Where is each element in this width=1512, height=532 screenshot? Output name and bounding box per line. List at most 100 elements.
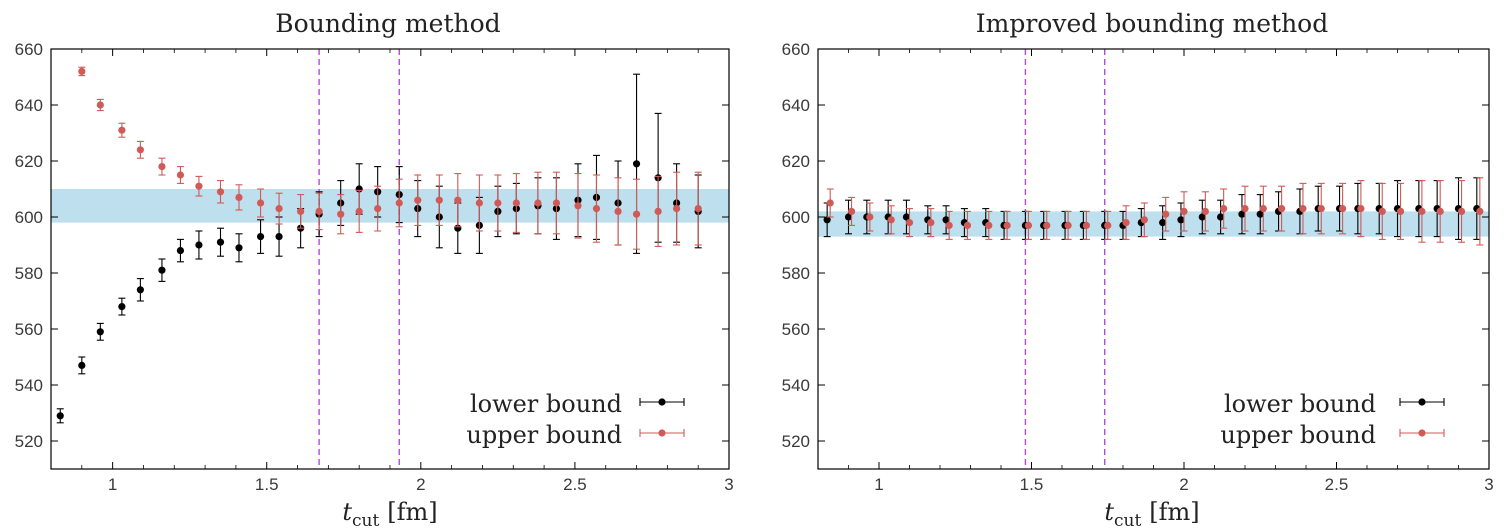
series-upper-bound xyxy=(826,177,1484,246)
data-point xyxy=(454,196,462,204)
y-tick-label: 640 xyxy=(15,96,43,115)
data-point xyxy=(1418,207,1426,215)
legend-key-marker xyxy=(658,398,666,406)
data-point xyxy=(275,233,283,241)
x-tick-label: 1.5 xyxy=(1020,475,1044,494)
data-point xyxy=(1064,221,1072,229)
data-point xyxy=(118,126,126,134)
legend-label-lower-bound: lower bound xyxy=(1224,390,1376,418)
legend-key-marker xyxy=(1418,429,1426,437)
y-tick-label: 540 xyxy=(15,376,43,395)
data-point xyxy=(118,303,126,311)
data-point xyxy=(1177,216,1185,224)
data-point xyxy=(176,247,185,255)
y-tick-label: 620 xyxy=(782,152,810,171)
data-point xyxy=(902,213,911,221)
data-point xyxy=(1082,221,1090,229)
data-point xyxy=(158,163,166,171)
x-axis-unit: [fm] xyxy=(1149,498,1199,526)
legend-label-lower-bound: lower bound xyxy=(470,390,622,418)
data-point xyxy=(1201,207,1209,215)
series-lower-bound xyxy=(56,73,702,424)
series-upper-bound xyxy=(78,66,702,250)
data-point xyxy=(256,233,265,241)
data-point xyxy=(1357,205,1365,213)
x-tick-label: 1 xyxy=(874,475,883,494)
data-point xyxy=(275,205,283,213)
data-point xyxy=(823,216,831,224)
data-point xyxy=(673,205,681,213)
data-point xyxy=(297,207,305,215)
data-point xyxy=(534,199,542,207)
data-point xyxy=(96,101,104,109)
x-axis-unit: [fm] xyxy=(387,498,437,526)
confidence-band xyxy=(818,211,1489,237)
data-point xyxy=(216,238,225,246)
legend-label-upper-bound: upper bound xyxy=(1220,421,1376,449)
x-tick-label: 2 xyxy=(416,475,425,494)
axes-frame xyxy=(50,48,730,470)
data-point xyxy=(1217,213,1225,221)
data-point xyxy=(256,199,265,207)
x-tick-label: 3 xyxy=(1484,475,1493,494)
legend: lower bound upper bound xyxy=(1220,390,1445,449)
x-axis-label: tcut [fm] xyxy=(1104,498,1199,531)
data-point xyxy=(1476,207,1484,215)
data-point xyxy=(927,219,935,227)
x-tick-label: 2 xyxy=(1179,475,1188,494)
data-point xyxy=(866,213,874,221)
data-point xyxy=(574,202,582,210)
data-point xyxy=(1198,213,1206,221)
y-tick-label: 600 xyxy=(782,208,810,227)
x-tick-label: 2.5 xyxy=(1325,475,1349,494)
y-tick-label: 580 xyxy=(15,264,43,283)
data-point xyxy=(552,199,561,207)
data-point xyxy=(1278,205,1286,213)
y-tick-label: 600 xyxy=(15,208,43,227)
data-point xyxy=(136,146,144,154)
axes-frame xyxy=(817,48,1490,470)
data-point xyxy=(1140,216,1148,224)
x-axis-subscript: cut xyxy=(352,511,379,531)
data-point xyxy=(96,328,104,336)
data-point xyxy=(494,199,502,207)
data-point xyxy=(1159,219,1167,227)
y-tick-label: 640 xyxy=(782,96,810,115)
data-point xyxy=(694,205,702,213)
data-point xyxy=(1241,205,1249,213)
x-axis-label: tcut [fm] xyxy=(342,498,437,531)
data-point xyxy=(195,241,203,249)
data-point xyxy=(887,216,895,224)
data-point xyxy=(1003,221,1011,229)
data-point xyxy=(78,67,86,75)
data-point xyxy=(136,286,144,294)
data-point xyxy=(1299,205,1307,213)
data-point xyxy=(963,221,972,229)
data-point xyxy=(945,221,953,229)
data-point xyxy=(1043,221,1051,229)
right-chart: Improved bounding method 520 540 560 580 600… xyxy=(782,9,1494,531)
data-point xyxy=(632,160,641,168)
data-point xyxy=(614,207,622,215)
y-tick-label: 520 xyxy=(15,432,43,451)
data-point xyxy=(158,266,166,274)
left-chart: Bounding method 520 540 560 580 600 620 640 660… xyxy=(15,9,734,531)
data-point xyxy=(395,199,403,207)
data-point xyxy=(1122,219,1130,227)
y-tick-label: 660 xyxy=(15,40,43,59)
data-point xyxy=(1180,207,1188,215)
legend-label-upper-bound: upper bound xyxy=(466,421,622,449)
legend-key-marker xyxy=(1418,398,1426,406)
data-point xyxy=(176,171,185,179)
data-point xyxy=(905,219,914,227)
data-point xyxy=(315,207,323,215)
legend-key-marker xyxy=(658,429,666,437)
chart-title: Improved bounding method xyxy=(976,9,1328,38)
y-tick-label: 660 xyxy=(782,40,810,59)
data-point xyxy=(847,207,856,215)
data-point xyxy=(1317,205,1325,213)
data-point xyxy=(1259,205,1267,213)
data-point xyxy=(337,210,345,218)
x-tick-label: 1 xyxy=(108,475,117,494)
data-point xyxy=(355,207,363,215)
